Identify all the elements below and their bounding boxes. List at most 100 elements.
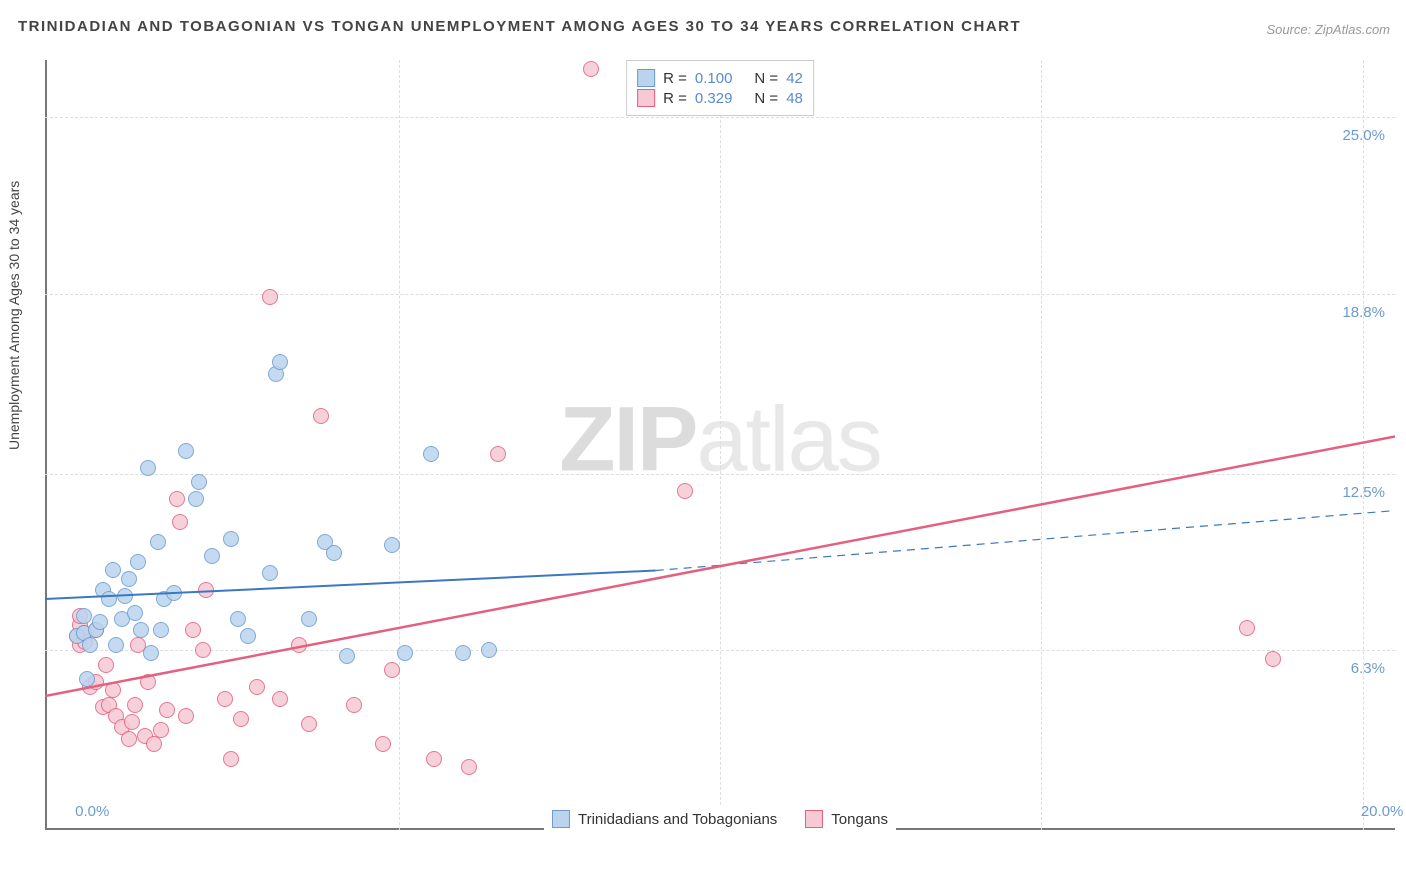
scatter-point [240, 628, 256, 644]
scatter-point [101, 591, 117, 607]
scatter-point [195, 642, 211, 658]
legend-swatch [637, 69, 655, 87]
scatter-point [423, 446, 439, 462]
scatter-point [455, 645, 471, 661]
scatter-point [150, 534, 166, 550]
scatter-point [301, 716, 317, 732]
scatter-point [153, 622, 169, 638]
scatter-point [159, 702, 175, 718]
scatter-point [124, 714, 140, 730]
scatter-point [301, 611, 317, 627]
scatter-point [117, 588, 133, 604]
legend-item: Trinidadians and Tobagonians [552, 810, 777, 828]
n-value: 48 [786, 90, 803, 107]
scatter-point [82, 637, 98, 653]
legend-item: Tongans [805, 810, 888, 828]
legend-swatch [552, 810, 570, 828]
scatter-point [384, 537, 400, 553]
scatter-point [105, 562, 121, 578]
x-gridline [720, 60, 721, 830]
scatter-point [121, 731, 137, 747]
x-tick-label: 20.0% [1361, 803, 1404, 820]
chart-title: TRINIDADIAN AND TOBAGONIAN VS TONGAN UNE… [18, 18, 1021, 35]
scatter-point [223, 751, 239, 767]
scatter-point [143, 645, 159, 661]
legend-label: Tongans [831, 811, 888, 828]
scatter-point [204, 548, 220, 564]
n-label: N = [754, 70, 778, 87]
scatter-point [191, 474, 207, 490]
y-tick-label: 6.3% [1351, 660, 1385, 677]
scatter-point [140, 674, 156, 690]
scatter-point [133, 622, 149, 638]
scatter-point [98, 657, 114, 673]
scatter-point [140, 460, 156, 476]
source-attribution: Source: ZipAtlas.com [1266, 22, 1390, 37]
scatter-point [233, 711, 249, 727]
scatter-point [172, 514, 188, 530]
n-value: 42 [786, 70, 803, 87]
legend-stat-row: R = 0.329 N = 48 [637, 89, 803, 107]
scatter-point [346, 697, 362, 713]
scatter-point [272, 354, 288, 370]
scatter-point [1239, 620, 1255, 636]
r-value: 0.100 [695, 70, 733, 87]
scatter-point [313, 408, 329, 424]
scatter-point [272, 691, 288, 707]
scatter-point [397, 645, 413, 661]
scatter-point [481, 642, 497, 658]
scatter-point [130, 554, 146, 570]
scatter-point [178, 708, 194, 724]
legend-stat-row: R = 0.100 N = 42 [637, 69, 803, 87]
scatter-point [146, 736, 162, 752]
scatter-point [79, 671, 95, 687]
r-value: 0.329 [695, 90, 733, 107]
scatter-point [230, 611, 246, 627]
scatter-point [223, 531, 239, 547]
scatter-point [326, 545, 342, 561]
chart-plot-area: ZIPatlas R = 0.100N = 42R = 0.329N = 48 … [45, 60, 1395, 830]
scatter-point [490, 446, 506, 462]
scatter-point [105, 682, 121, 698]
scatter-point [461, 759, 477, 775]
scatter-point [1265, 651, 1281, 667]
scatter-point [426, 751, 442, 767]
scatter-point [178, 443, 194, 459]
r-label: R = [663, 70, 687, 87]
scatter-point [262, 289, 278, 305]
scatter-point [677, 483, 693, 499]
scatter-point [217, 691, 233, 707]
scatter-point [188, 491, 204, 507]
scatter-point [127, 605, 143, 621]
legend-swatch [805, 810, 823, 828]
scatter-point [185, 622, 201, 638]
legend-swatch [637, 89, 655, 107]
correlation-legend: R = 0.100 N = 42 R = 0.329 N = 48 [626, 60, 814, 116]
scatter-point [127, 697, 143, 713]
legend-label: Trinidadians and Tobagonians [578, 811, 777, 828]
scatter-point [375, 736, 391, 752]
series-legend: Trinidadians and Tobagonians Tongans [544, 806, 896, 832]
scatter-point [153, 722, 169, 738]
y-axis-line [45, 60, 47, 830]
x-gridline [399, 60, 400, 830]
y-axis-label: Unemployment Among Ages 30 to 34 years [6, 181, 22, 450]
scatter-point [262, 565, 278, 581]
scatter-point [384, 662, 400, 678]
r-label: R = [663, 90, 687, 107]
scatter-point [108, 637, 124, 653]
scatter-point [76, 608, 92, 624]
scatter-point [198, 582, 214, 598]
scatter-point [121, 571, 137, 587]
scatter-point [291, 637, 307, 653]
scatter-point [339, 648, 355, 664]
x-gridline [1041, 60, 1042, 830]
scatter-point [166, 585, 182, 601]
n-label: N = [754, 90, 778, 107]
scatter-point [583, 61, 599, 77]
x-tick-label: 0.0% [75, 803, 109, 820]
scatter-point [249, 679, 265, 695]
scatter-point [92, 614, 108, 630]
scatter-point [169, 491, 185, 507]
x-gridline [1363, 60, 1364, 830]
